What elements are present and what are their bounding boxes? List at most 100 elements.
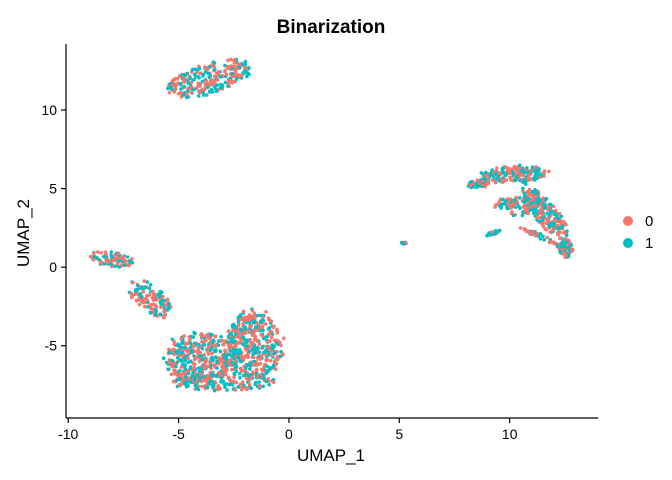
data-point [193,383,198,388]
data-point [167,90,172,95]
data-point [248,345,252,349]
data-point [166,367,171,371]
data-point [241,316,246,321]
data-point [523,178,527,182]
data-point [193,331,197,336]
data-point [522,170,527,174]
data-point [232,60,237,65]
data-point [538,232,543,236]
data-point [497,204,502,208]
data-point [272,351,277,356]
data-point [218,86,223,90]
data-point [259,333,263,337]
data-point [493,180,498,185]
data-point [188,76,192,80]
data-point [550,221,554,225]
data-point [223,370,227,375]
data-point [549,209,553,213]
data-point [213,343,218,348]
data-point [247,321,252,325]
data-point [219,380,223,384]
data-point [517,166,521,171]
data-point [542,174,546,178]
data-point [517,196,522,200]
data-point [200,88,205,92]
data-point [264,358,268,362]
data-point [538,237,543,241]
data-point [523,182,528,187]
data-point [197,369,202,374]
data-point [234,380,239,385]
data-point [525,206,530,211]
data-point [505,206,509,210]
data-point [264,348,268,352]
data-point [148,311,153,315]
data-point [569,243,573,247]
data-point [498,171,503,176]
data-point [171,379,176,384]
data-point [248,324,252,329]
data-point [205,385,210,390]
data-point [233,388,237,392]
data-point [223,69,227,74]
data-point [182,84,186,89]
data-point [243,62,248,67]
data-point [109,250,114,254]
data-point [544,196,549,201]
data-point [145,280,150,284]
data-point [233,64,237,69]
data-point [192,87,196,92]
data-point [186,368,191,373]
data-point [265,369,270,374]
data-point [204,338,208,343]
data-point [506,201,510,206]
data-point [533,210,537,214]
data-point [167,302,171,306]
data-point [550,229,555,233]
data-point [195,67,200,72]
data-point [238,358,242,363]
data-point [166,86,170,91]
data-point [234,361,238,366]
data-point [229,331,234,336]
data-point [193,67,197,71]
data-point [186,371,191,376]
data-point [545,235,549,240]
data-point [169,85,173,90]
x-axis-label: UMAP_1 [297,446,365,465]
data-point [243,59,248,64]
data-point [98,260,103,264]
data-point [113,264,117,269]
x-tick-label: 5 [395,426,403,442]
data-point [500,197,505,202]
data-point [525,211,530,215]
data-point [204,79,209,83]
data-point [159,290,164,295]
data-point [512,198,517,202]
data-point [537,199,542,203]
data-point [95,250,100,254]
data-point [227,344,232,349]
data-point [528,172,532,177]
data-point [255,313,260,318]
data-point [99,251,103,255]
data-point [213,67,217,72]
data-point [246,363,250,367]
data-point [139,298,144,303]
data-point [556,231,560,236]
data-point [203,86,208,90]
data-point [508,197,512,202]
data-point [493,229,498,233]
data-point [204,93,209,97]
data-point [154,298,159,302]
data-point [566,253,571,257]
data-point [200,357,205,362]
data-point [204,379,209,384]
data-point [178,368,182,373]
data-point [207,382,212,386]
data-point [245,74,249,79]
data-point [241,342,246,347]
data-point [117,265,121,269]
data-point [501,166,506,171]
data-point [245,340,249,344]
